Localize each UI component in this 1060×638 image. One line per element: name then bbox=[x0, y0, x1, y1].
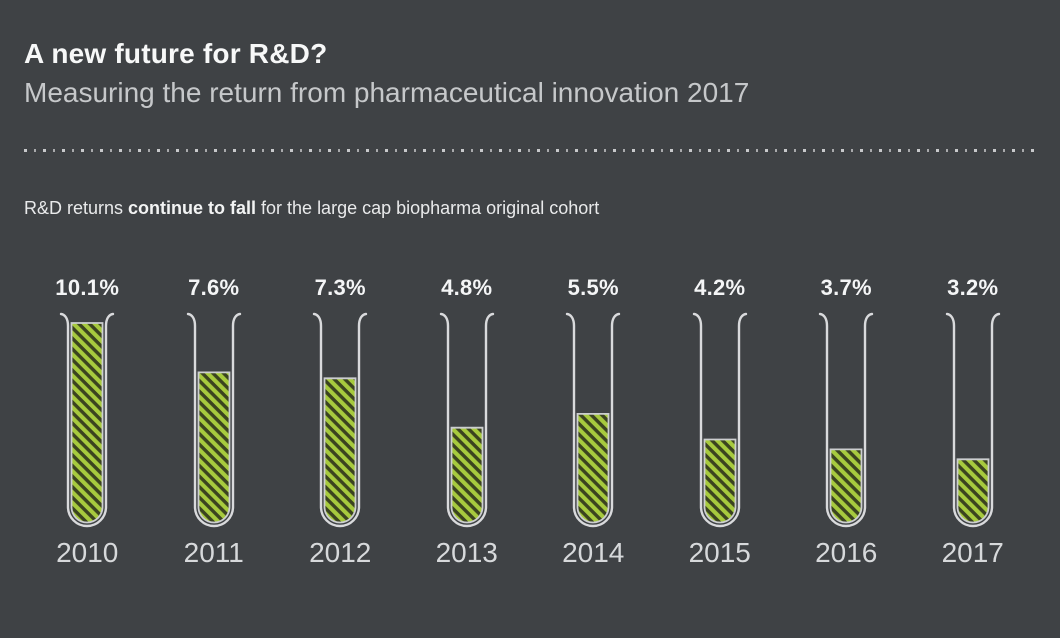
year-label: 2015 bbox=[688, 537, 751, 569]
tube-fill bbox=[197, 371, 231, 524]
test-tube-column: 4.8% 2013 bbox=[404, 275, 531, 569]
test-tube-icon bbox=[819, 313, 874, 528]
test-tube-column: 4.2% 2015 bbox=[657, 275, 784, 569]
tube-fill bbox=[703, 438, 737, 524]
value-label: 10.1% bbox=[55, 275, 120, 301]
test-tube-column: 10.1% 2010 bbox=[24, 275, 151, 569]
value-label: 4.2% bbox=[694, 275, 746, 301]
test-tube-column: 7.6% 2011 bbox=[151, 275, 278, 569]
value-label: 3.2% bbox=[947, 275, 999, 301]
page-subtitle: Measuring the return from pharmaceutical… bbox=[24, 77, 750, 109]
year-label: 2012 bbox=[309, 537, 372, 569]
tube-glass bbox=[819, 313, 874, 528]
year-label: 2016 bbox=[815, 537, 878, 569]
infographic-slide: A new future for R&D? Measuring the retu… bbox=[0, 38, 1060, 569]
caption-suffix: for the large cap biopharma original coh… bbox=[256, 198, 600, 219]
page-title: A new future for R&D? bbox=[24, 38, 328, 69]
test-tube-column: 7.3% 2012 bbox=[277, 275, 404, 569]
tube-glass bbox=[439, 313, 494, 528]
test-tube-icon bbox=[60, 313, 115, 528]
chart-caption: R&D returns continue to fall for the lar… bbox=[24, 198, 1036, 219]
test-tube-icon bbox=[692, 313, 747, 528]
tube-fill bbox=[829, 448, 863, 524]
tube-fill bbox=[956, 458, 990, 524]
test-tube-icon bbox=[566, 313, 621, 528]
value-label: 5.5% bbox=[567, 275, 619, 301]
tube-fill bbox=[70, 322, 104, 524]
tube-glass bbox=[186, 313, 241, 528]
dotted-divider bbox=[24, 149, 1036, 153]
test-tube-icon bbox=[313, 313, 368, 528]
year-label: 2014 bbox=[562, 537, 625, 569]
test-tube-icon bbox=[945, 313, 1000, 528]
tube-glass bbox=[313, 313, 368, 528]
tube-fill bbox=[323, 377, 357, 524]
test-tube-column: 5.5% 2014 bbox=[530, 275, 657, 569]
year-label: 2010 bbox=[56, 537, 119, 569]
value-label: 3.7% bbox=[820, 275, 872, 301]
value-label: 4.8% bbox=[441, 275, 493, 301]
caption-bold: continue to fall bbox=[128, 198, 257, 219]
value-label: 7.3% bbox=[314, 275, 366, 301]
year-label: 2013 bbox=[435, 537, 498, 569]
test-tube-chart: 10.1% 2010 7.6% 2011 7.3% 2012 4.8% 2013… bbox=[24, 275, 1036, 569]
tube-glass bbox=[945, 313, 1000, 528]
year-label: 2011 bbox=[183, 537, 244, 569]
tube-glass bbox=[566, 313, 621, 528]
test-tube-icon bbox=[186, 313, 241, 528]
tube-glass bbox=[692, 313, 747, 528]
value-label: 7.6% bbox=[188, 275, 240, 301]
tube-glass bbox=[60, 313, 115, 528]
year-label: 2017 bbox=[941, 537, 1004, 569]
caption-prefix: R&D returns bbox=[24, 198, 129, 219]
test-tube-column: 3.2% 2017 bbox=[910, 275, 1037, 569]
test-tube-icon bbox=[439, 313, 494, 528]
tube-fill bbox=[576, 413, 610, 524]
test-tube-column: 3.7% 2016 bbox=[783, 275, 910, 569]
tube-fill bbox=[450, 427, 484, 524]
